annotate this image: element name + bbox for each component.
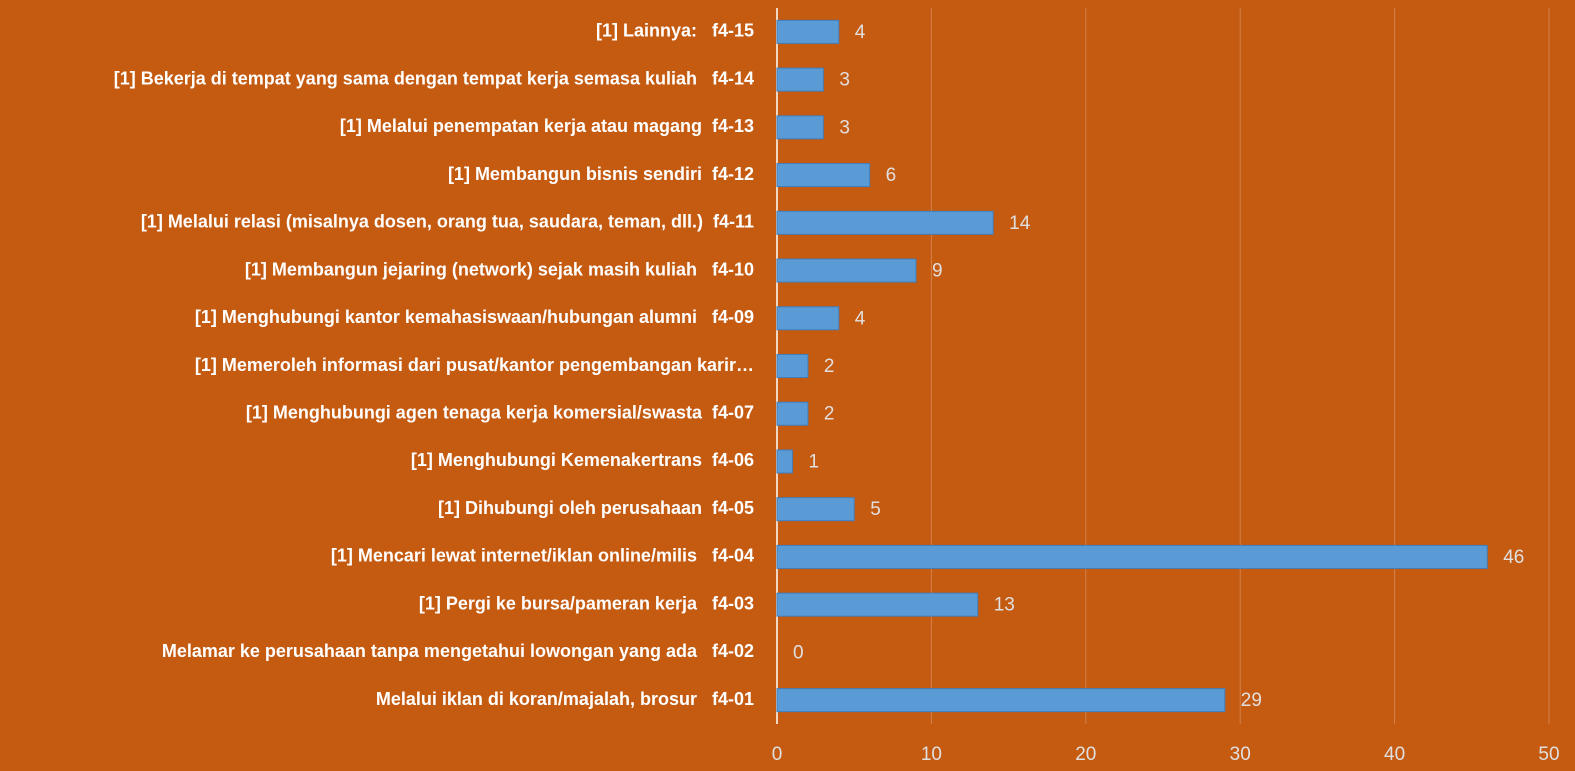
category-label: [1] Menghubungi kantor kemahasiswaan/hub…	[195, 307, 754, 327]
category-label: Melalui iklan di koran/majalah, brosur f…	[376, 689, 754, 709]
category-label: [1] Mencari lewat internet/iklan online/…	[331, 546, 754, 566]
category-label: [1] Pergi ke bursa/pameran kerja f4-03	[419, 593, 754, 613]
x-tick-label: 40	[1384, 744, 1405, 765]
value-label: 3	[839, 117, 850, 138]
value-label: 13	[994, 595, 1015, 616]
x-tick-label: 30	[1230, 744, 1251, 765]
value-label: 2	[824, 356, 835, 377]
bar	[776, 401, 809, 426]
category-label: [1] Memeroleh informasi dari pusat/kanto…	[195, 355, 754, 375]
bar	[776, 592, 979, 617]
category-label: [1] Membangun jejaring (network) sejak m…	[245, 259, 754, 279]
value-label: 6	[886, 165, 897, 186]
bar	[776, 688, 1226, 713]
category-label: [1] Menghubungi Kemenakertrans f4-06	[411, 450, 754, 470]
bar	[776, 163, 871, 188]
x-tick-label: 50	[1538, 744, 1559, 765]
bar	[776, 497, 855, 522]
value-label: 4	[855, 22, 866, 43]
value-label: 9	[932, 261, 943, 282]
category-label: [1] Menghubungi agen tenaga kerja komers…	[246, 402, 754, 422]
bar	[776, 354, 809, 378]
x-tick-label: 0	[772, 744, 783, 765]
x-tick-label: 20	[1075, 744, 1096, 765]
category-label: [1] Bekerja di tempat yang sama dengan t…	[114, 68, 754, 88]
bar	[776, 306, 840, 331]
bar	[776, 210, 994, 235]
value-label: 14	[1009, 213, 1031, 234]
bar	[776, 544, 1488, 569]
category-label: Melamar ke perusahaan tanpa mengetahui l…	[162, 641, 754, 661]
bar	[776, 115, 824, 140]
category-label: [1] Lainnya: f4-15	[596, 21, 754, 41]
bar	[776, 19, 840, 44]
category-label: [1] Dihubungi oleh perusahaan f4-05	[438, 498, 754, 518]
category-label: [1] Melalui penempatan kerja atau magang…	[340, 116, 754, 136]
value-label: 3	[839, 70, 850, 91]
bar	[776, 449, 793, 474]
bar	[776, 67, 824, 92]
value-label: 0	[793, 642, 804, 663]
value-label: 5	[870, 499, 881, 520]
value-label: 29	[1241, 690, 1262, 711]
value-label: 46	[1503, 547, 1524, 568]
category-label: [1] Melalui relasi (misalnya dosen, oran…	[141, 212, 754, 232]
category-label: [1] Membangun bisnis sendiri f4-12	[448, 164, 754, 184]
x-tick-label: 10	[921, 744, 942, 765]
value-label: 2	[824, 404, 835, 425]
value-label: 4	[855, 308, 866, 329]
bar	[776, 258, 917, 283]
value-label: 1	[808, 451, 819, 472]
